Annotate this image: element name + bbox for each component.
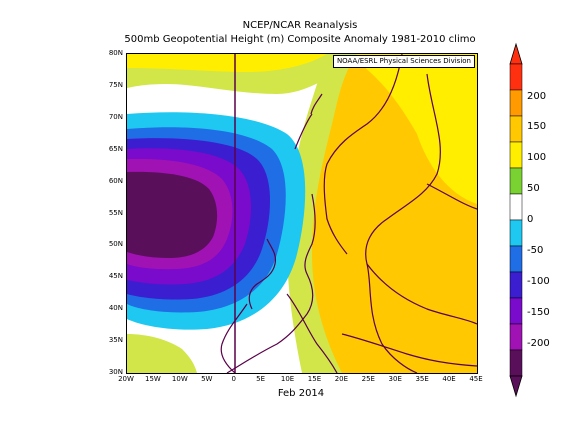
colorbar-tick-label: -200 [527, 337, 550, 349]
lat-tick-label: 60N [108, 176, 123, 185]
lat-tick-label: 65N [108, 144, 123, 153]
lon-tick-label: 25E [361, 375, 375, 383]
anomaly-map [127, 54, 477, 373]
positive-anomaly-band-north-inner [127, 54, 327, 72]
colorbar-tick-label: -150 [527, 306, 550, 318]
colorbar-segment [509, 323, 523, 351]
colorbar-segment [509, 167, 523, 195]
colorbar-tick-label: -50 [527, 244, 544, 256]
colorbar-tick-label: 200 [527, 90, 547, 102]
colorbar-segment [509, 115, 523, 143]
negative-anomaly-core-200 [127, 171, 218, 258]
lat-tick-label: 45N [108, 272, 123, 281]
colorbar-tick-label: 150 [527, 121, 547, 133]
colorbar-segment [509, 297, 523, 325]
colorbar-segment [509, 193, 523, 221]
colorbar-max-arrow [509, 42, 523, 65]
lat-tick-label: 55N [108, 208, 123, 217]
colorbar-segment [509, 141, 523, 169]
lat-tick-label: 30N [108, 368, 123, 376]
lon-tick-label: 10E [280, 375, 295, 383]
colorbar-segment [509, 89, 523, 117]
lat-tick-label: 70N [108, 112, 123, 121]
map-subtitle: 500mb Geopotential Height (m) Composite … [124, 34, 476, 45]
colorbar [509, 42, 523, 398]
lon-tick-label: 5E [256, 375, 266, 383]
colorbar-segment [509, 63, 523, 91]
lon-tick-label: 30E [388, 375, 402, 383]
lon-tick-label: 20W [118, 375, 134, 383]
lon-tick-label: 45E [469, 375, 483, 383]
lon-tick-label: 0 [231, 375, 236, 383]
colorbar-tick-label: 0 [527, 214, 534, 225]
lon-tick-label: 40E [442, 375, 456, 383]
credit-label: NOAA/ESRL Physical Sciences Division [332, 55, 475, 68]
colorbar-tick-label: -100 [527, 275, 550, 287]
positive-anomaly-band-southwest [127, 334, 197, 373]
lat-tick-label: 35N [108, 336, 123, 345]
colorbar-min-arrow [509, 375, 523, 398]
lat-tick-label: 50N [108, 240, 123, 249]
coastlines [220, 54, 477, 373]
colorbar-segment [509, 271, 523, 299]
lon-tick-label: 35E [415, 375, 429, 383]
lat-tick-label: 80N [108, 49, 123, 57]
date-label: Feb 2014 [277, 388, 325, 399]
colorbar-segment [509, 349, 523, 377]
colorbar-tick-label: 50 [527, 183, 540, 195]
lon-tick-label: 15W [145, 375, 161, 383]
colorbar-tick-label: 100 [527, 152, 547, 164]
colorbar-segment [509, 245, 523, 273]
colorbar-segment [509, 219, 523, 247]
lon-tick-label: 5W [201, 375, 213, 383]
lon-tick-label: 10W [171, 375, 188, 383]
map-plot-area: NOAA/ESRL Physical Sciences Division [126, 53, 478, 374]
lon-tick-label: 15E [307, 375, 322, 383]
lon-tick-label: 20E [334, 375, 349, 383]
lat-tick-label: 40N [108, 304, 123, 313]
map-title: NCEP/NCAR Reanalysis [242, 20, 358, 31]
positive-anomaly-band-75 [347, 54, 477, 204]
lat-tick-label: 75N [108, 80, 123, 89]
